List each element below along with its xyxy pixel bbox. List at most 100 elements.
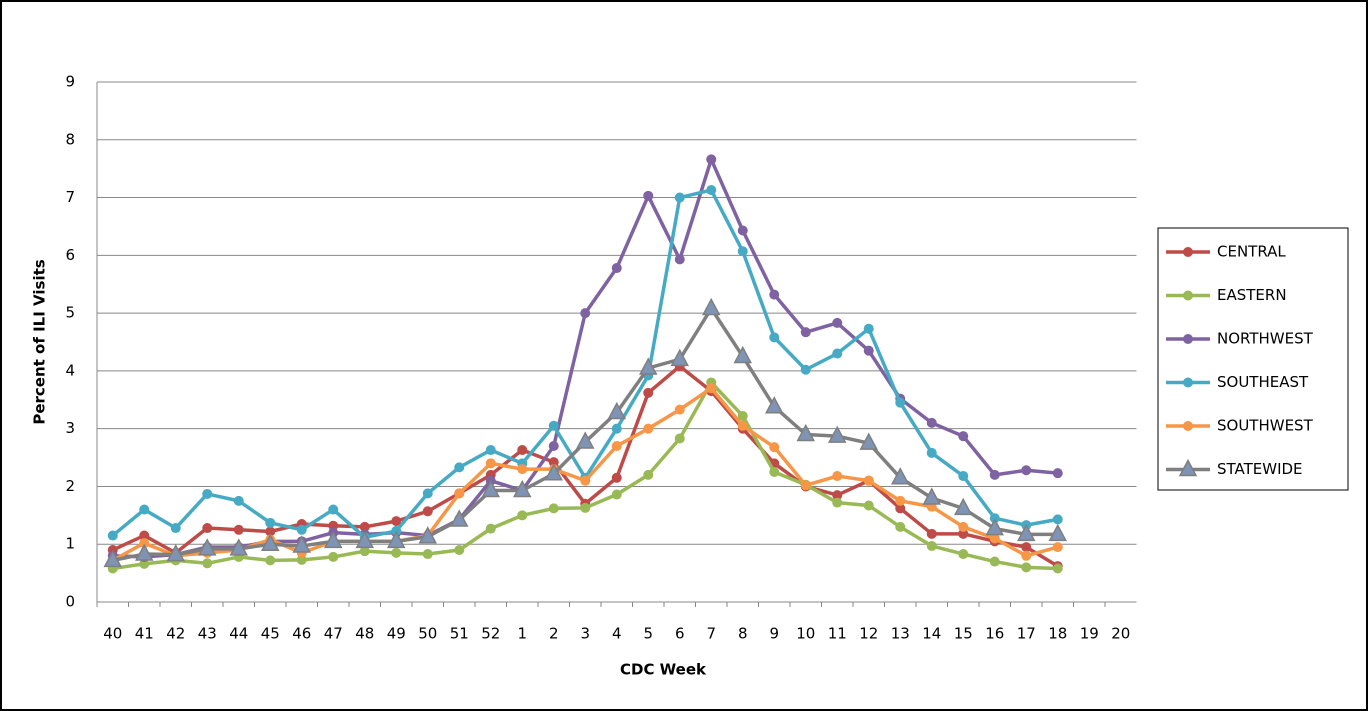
marker <box>674 192 685 203</box>
marker <box>107 530 118 541</box>
y-tick-label: 9 <box>65 73 75 91</box>
x-tick-label: 11 <box>828 625 847 643</box>
x-tick-label: 17 <box>1017 625 1036 643</box>
x-tick-label: 18 <box>1048 625 1067 643</box>
marker <box>859 432 878 450</box>
x-tick-label: 41 <box>135 625 154 643</box>
marker <box>1052 514 1063 525</box>
marker <box>832 317 843 328</box>
legend-label: NORTHWEST <box>1217 330 1314 348</box>
marker <box>265 555 276 566</box>
legend-label: EASTERN <box>1217 286 1287 304</box>
marker <box>706 383 717 394</box>
marker <box>229 538 248 556</box>
x-tick-label: 9 <box>769 625 779 643</box>
marker <box>958 528 969 539</box>
marker <box>607 401 626 420</box>
marker <box>481 479 500 498</box>
marker <box>233 495 244 506</box>
marker <box>391 516 402 527</box>
marker <box>832 348 843 359</box>
marker <box>139 530 150 541</box>
x-tick-label: 15 <box>954 625 973 643</box>
x-tick-label: 2 <box>549 625 559 643</box>
marker <box>135 543 154 561</box>
marker <box>643 190 654 201</box>
marker <box>958 431 969 442</box>
marker <box>517 510 528 521</box>
marker <box>863 323 874 334</box>
marker <box>796 423 815 442</box>
marker <box>391 547 402 558</box>
marker <box>611 441 622 451</box>
marker <box>296 554 307 565</box>
x-tick-label: 49 <box>387 625 406 643</box>
marker <box>832 497 843 508</box>
marker <box>828 425 847 443</box>
y-tick-label: 8 <box>65 130 75 148</box>
marker <box>202 558 213 569</box>
marker <box>926 528 937 539</box>
x-tick-label: 44 <box>229 625 248 643</box>
marker <box>328 504 339 515</box>
x-tick-label: 4 <box>612 625 622 643</box>
marker <box>139 558 150 569</box>
marker <box>454 488 465 499</box>
y-tick-label: 1 <box>65 535 75 553</box>
marker <box>485 445 496 456</box>
marker <box>639 357 658 375</box>
marker <box>800 327 811 338</box>
marker <box>324 530 343 549</box>
marker <box>139 504 150 515</box>
x-tick-label: 19 <box>1080 625 1099 643</box>
marker <box>170 523 181 534</box>
marker <box>485 458 496 469</box>
x-tick-label: 3 <box>580 625 590 643</box>
marker <box>674 433 685 444</box>
marker <box>422 549 433 560</box>
marker <box>328 551 339 562</box>
marker <box>513 479 532 498</box>
marker <box>769 442 780 453</box>
marker <box>643 469 654 480</box>
marker <box>737 246 748 257</box>
marker <box>418 526 437 544</box>
legend-label: CENTRAL <box>1217 243 1286 261</box>
x-tick-label: 14 <box>922 625 941 643</box>
marker <box>863 475 874 486</box>
marker <box>958 521 969 532</box>
marker <box>580 308 591 319</box>
marker <box>926 540 937 551</box>
marker <box>1183 334 1193 344</box>
marker <box>737 225 748 236</box>
marker <box>580 475 591 486</box>
x-tick-label: 6 <box>675 625 685 643</box>
x-tick-label: 43 <box>198 625 217 643</box>
x-tick-label: 51 <box>450 625 469 643</box>
x-tick-label: 5 <box>643 625 653 643</box>
marker <box>926 447 937 458</box>
y-tick-label: 3 <box>65 419 75 437</box>
marker <box>737 420 748 431</box>
x-tick-label: 20 <box>1111 625 1130 643</box>
y-tick-label: 4 <box>65 361 75 379</box>
legend-label: STATEWIDE <box>1217 460 1303 478</box>
marker <box>1183 290 1193 301</box>
marker <box>1183 247 1193 257</box>
marker <box>954 497 973 516</box>
marker <box>863 500 874 511</box>
marker <box>643 423 654 434</box>
x-tick-label: 16 <box>985 625 1004 643</box>
marker <box>1021 542 1032 553</box>
marker <box>922 487 941 505</box>
x-tick-label: 50 <box>418 625 437 643</box>
marker <box>328 520 339 531</box>
marker <box>706 185 717 196</box>
marker <box>548 420 559 431</box>
marker <box>1183 377 1193 388</box>
marker <box>769 289 780 300</box>
y-tick-label: 6 <box>65 246 75 264</box>
marker <box>674 404 685 415</box>
marker <box>485 523 496 534</box>
